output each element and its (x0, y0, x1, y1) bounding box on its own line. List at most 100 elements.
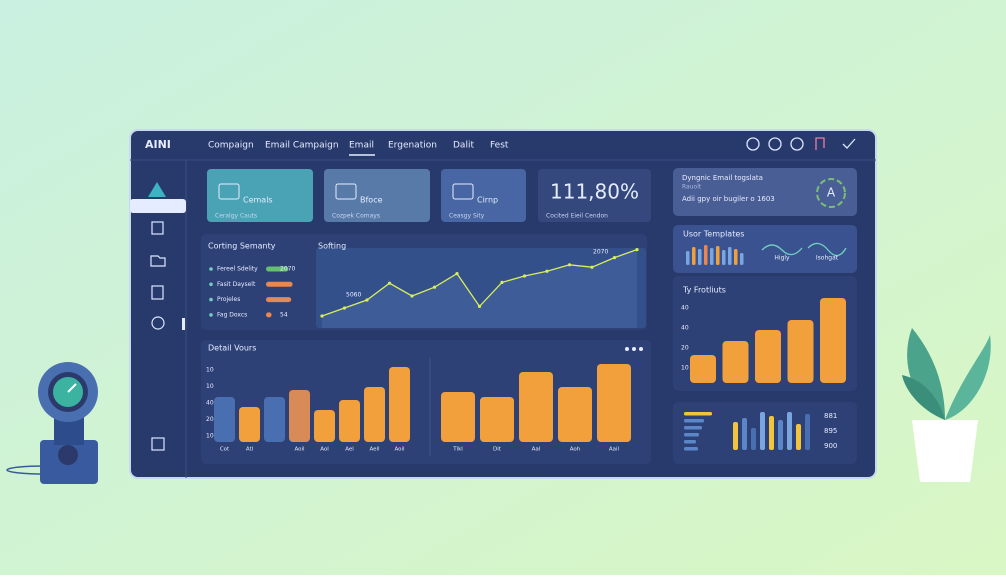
line-point (612, 256, 617, 260)
template-subtitle: Rauolt (682, 184, 702, 191)
mini-bar (698, 249, 702, 265)
line-point (365, 298, 369, 302)
v-bar (778, 420, 783, 450)
bar (519, 372, 553, 442)
mini-bar (728, 247, 732, 265)
stat-card[interactable] (324, 169, 430, 222)
mini-bar (692, 247, 696, 265)
y-tick-label: 40 (681, 325, 689, 332)
line-point (387, 281, 392, 285)
card-title: Cirnp (477, 196, 498, 205)
panel-title: Detail Vours (208, 344, 256, 353)
x-tick-label: Ael (345, 447, 354, 453)
h-bar (684, 419, 704, 423)
stat-card[interactable] (441, 169, 526, 222)
badge-ring (816, 178, 846, 208)
y-tick-label: 20 (206, 416, 214, 423)
template-text: Adii gpy oir bugiler o 1603 (682, 195, 775, 203)
bar (597, 364, 631, 442)
line-point (432, 285, 437, 289)
mini-bar (740, 253, 744, 265)
card-title: 111,80% (550, 180, 639, 204)
item-bar (266, 281, 293, 287)
card-icon (335, 183, 357, 200)
card-caption: Cozpek Comays (332, 213, 380, 220)
bar (364, 387, 385, 442)
bar (480, 397, 514, 442)
stat-card[interactable] (207, 169, 313, 222)
h-bar (684, 440, 696, 444)
mini-bar (734, 249, 738, 265)
h-bar (684, 412, 712, 416)
panel-title: Softing (318, 242, 346, 251)
bar (441, 392, 475, 442)
bar (820, 298, 846, 383)
card-icon (452, 183, 474, 200)
gauge-decoration (6, 362, 98, 484)
v-bar (751, 428, 756, 450)
bar (214, 397, 235, 442)
panel-title: Corting Semanty (208, 242, 276, 251)
x-tick-label: Aoil (294, 447, 305, 453)
nav-item[interactable]: Email Campaign (265, 141, 339, 151)
mini-bar (722, 250, 726, 265)
y-tick-label: 20 (681, 345, 689, 352)
mini-bar (710, 248, 714, 265)
card-title: Bfoce (360, 196, 383, 205)
line-point (590, 265, 594, 269)
nav-item[interactable]: Dalit (453, 141, 474, 151)
y-tick-label: 10 (206, 367, 214, 374)
h-bar (684, 447, 698, 451)
mini-bar (716, 246, 720, 265)
line-point (545, 269, 549, 273)
card-title: Cemals (243, 196, 273, 205)
nav-item[interactable]: Fest (490, 141, 509, 151)
item-label: Fereel Sdelity (217, 266, 258, 273)
line-point (410, 294, 414, 298)
card-caption: Ceasgy Sity (449, 213, 485, 220)
bar (787, 320, 814, 383)
x-tick-label: Aal (532, 447, 541, 453)
stat-card[interactable] (538, 169, 651, 222)
item-value: 54 (280, 311, 288, 318)
nav-item[interactable]: Compaign (208, 141, 254, 151)
x-tick-label: Aell (369, 447, 380, 453)
item-bar (266, 266, 289, 272)
panel-title: Ty Frotliuts (682, 286, 726, 295)
v-bar (796, 424, 801, 450)
y-tick-label: 10 (681, 365, 689, 372)
stat-label: 900 (824, 442, 837, 450)
bar (389, 367, 410, 442)
nav-item[interactable]: Email (349, 141, 374, 151)
y-tick-label: 40 (206, 400, 214, 407)
x-tick-label: Tlkl (452, 447, 463, 453)
bar (314, 410, 335, 442)
template-card (673, 168, 857, 216)
more-dots[interactable] (625, 347, 643, 351)
y-tick-label: 40 (681, 305, 689, 312)
nav-item[interactable]: Ergenation (388, 141, 437, 151)
stat-label: 895 (824, 427, 837, 435)
h-bar (684, 433, 699, 437)
bar (239, 407, 260, 442)
v-bar (760, 412, 765, 450)
x-tick-label: Dit (493, 447, 502, 453)
template-title: Dyngnic Email togslata (682, 174, 763, 182)
bar (755, 330, 781, 383)
h-bar (684, 426, 702, 430)
x-tick-label: Aol (320, 447, 329, 453)
stat-label: 881 (824, 412, 837, 420)
nav-icons[interactable] (746, 137, 856, 151)
line-fill (322, 249, 637, 328)
bullet (209, 267, 213, 271)
x-tick-label: Aoil (394, 447, 405, 453)
line-point (455, 272, 459, 276)
wave-label: Higly (774, 255, 790, 262)
bar (558, 387, 592, 442)
line-point (500, 280, 504, 284)
item-label: Projeles (217, 296, 240, 303)
v-bar (787, 412, 792, 450)
bar (339, 400, 360, 442)
annotation: 2070 (593, 249, 608, 256)
